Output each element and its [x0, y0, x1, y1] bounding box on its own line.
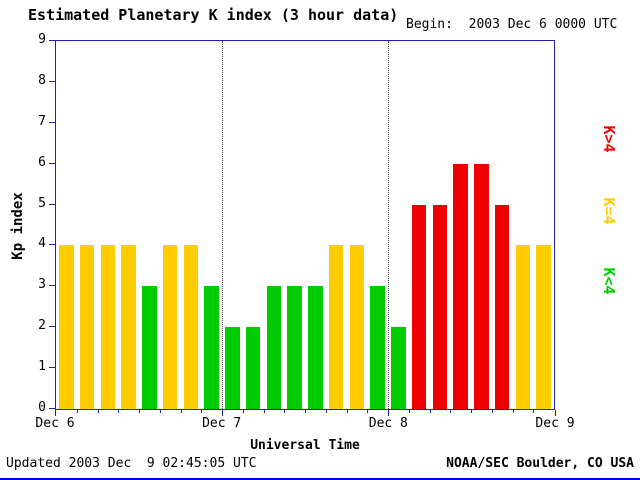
x-minor-tick-mark	[491, 410, 493, 413]
x-tick-label: Dec 8	[368, 416, 408, 431]
x-tick-label: Dec 7	[202, 416, 242, 431]
y-tick-label: 0	[38, 400, 46, 415]
x-axis-title: Universal Time	[250, 438, 360, 453]
x-minor-tick-mark	[325, 410, 327, 413]
y-tick-label: 3	[38, 277, 46, 293]
kp-bar	[245, 327, 261, 409]
x-minor-tick-mark	[429, 410, 431, 413]
kp-bar	[453, 163, 468, 409]
kp-bar	[266, 286, 282, 409]
kp-bar	[121, 245, 136, 409]
kp-bar	[515, 245, 531, 409]
x-minor-tick-mark	[284, 410, 286, 413]
kp-bar	[308, 286, 323, 409]
y-tick-label: 4	[38, 236, 46, 252]
plot-area	[55, 40, 555, 410]
x-minor-tick-mark	[346, 410, 348, 413]
kp-bar	[474, 163, 489, 409]
y-tick-label: 5	[38, 195, 46, 211]
x-minor-tick-mark	[118, 410, 120, 413]
x-minor-tick-mark	[305, 410, 306, 413]
y-tick-mark	[49, 40, 55, 41]
y-tick-label: 6	[38, 154, 46, 170]
kp-bar	[142, 286, 157, 409]
legend-k-lt-4: K<4	[600, 267, 618, 295]
x-tick-mark	[55, 410, 56, 416]
y-tick-label: 2	[38, 318, 46, 334]
y-tick-mark	[49, 80, 55, 82]
kp-bar	[204, 286, 219, 409]
legend-k-eq-4: K=4	[600, 197, 618, 225]
x-minor-tick-mark	[450, 410, 452, 413]
kp-bar	[349, 245, 365, 409]
kp-bar	[162, 245, 178, 409]
x-tick-label: Dec 6	[35, 416, 75, 431]
y-tick-mark	[49, 326, 55, 328]
x-minor-tick-mark	[159, 410, 161, 413]
x-minor-tick-mark	[76, 410, 78, 413]
y-tick-label: 8	[38, 72, 46, 88]
kp-bar	[100, 245, 116, 409]
x-minor-tick-mark	[242, 410, 244, 413]
x-minor-tick-mark	[533, 410, 535, 413]
kp-bar	[432, 204, 448, 409]
y-tick-mark	[49, 203, 55, 205]
updated-timestamp: Updated 2003 Dec 9 02:45:05 UTC	[6, 456, 257, 471]
x-minor-tick-mark	[139, 410, 140, 413]
x-minor-tick-mark	[180, 410, 182, 413]
x-tick-label: Dec 9	[535, 416, 575, 431]
y-tick-mark	[49, 162, 55, 164]
x-tick-mark	[555, 410, 556, 416]
x-minor-tick-mark	[367, 410, 369, 413]
y-tick-mark	[49, 244, 55, 246]
kp-bar	[391, 327, 406, 409]
x-tick-mark	[388, 410, 390, 416]
legend-k-gt-4: K>4	[600, 125, 618, 153]
x-minor-tick-mark	[263, 410, 265, 413]
y-tick-mark	[49, 408, 55, 409]
y-tick-mark	[49, 121, 55, 123]
kp-bar	[183, 245, 199, 409]
x-minor-tick-mark	[408, 410, 410, 413]
kp-bar	[328, 245, 344, 409]
bottom-rule	[0, 478, 640, 480]
y-tick-label: 9	[38, 32, 46, 47]
x-minor-tick-mark	[201, 410, 203, 413]
y-tick-label: 7	[38, 113, 46, 129]
x-minor-tick-mark	[97, 410, 99, 413]
kp-bar	[225, 327, 240, 409]
day-divider-line	[222, 41, 223, 409]
x-tick-mark	[221, 410, 223, 416]
source-credit: NOAA/SEC Boulder, CO USA	[446, 456, 634, 471]
kp-bar	[287, 286, 302, 409]
day-divider-line	[388, 41, 389, 409]
kp-bar	[411, 204, 427, 409]
chart-title: Estimated Planetary K index (3 hour data…	[28, 6, 399, 24]
kp-bar	[370, 286, 385, 409]
kp-bar	[79, 245, 95, 409]
y-tick-mark	[49, 367, 55, 369]
y-tick-mark	[49, 285, 55, 287]
kp-bar	[494, 204, 510, 409]
x-minor-tick-mark	[512, 410, 514, 413]
kp-bar	[536, 245, 551, 409]
begin-time-label: Begin: 2003 Dec 6 0000 UTC	[406, 17, 618, 32]
x-minor-tick-mark	[471, 410, 472, 413]
kp-bar	[59, 245, 74, 409]
y-tick-label: 1	[38, 359, 46, 375]
